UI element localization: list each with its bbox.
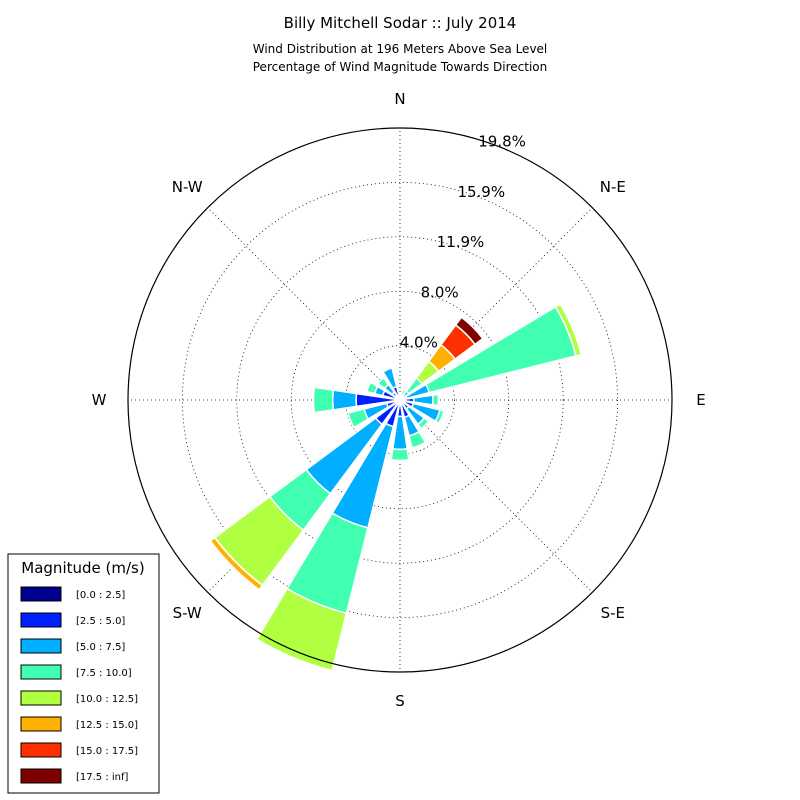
bar-segment [331,389,358,411]
bar-segment [416,416,430,430]
wind-bars [209,303,583,672]
compass-label: S-W [173,604,202,622]
grid-ring [345,345,455,455]
legend-swatch [20,612,62,628]
legend-label: [7.5 : 10.0] [76,668,132,679]
bar-segment [255,587,348,672]
bar-segment [434,409,445,425]
bar-segment [312,386,335,414]
radial-tick-labels: 4.0% 8.0% 11.9% 15.9% 19.8% [400,133,526,352]
grid-ring [236,236,564,564]
legend-label: [2.5 : 5.0] [76,616,125,627]
bar-segment [382,367,398,390]
bar-segment [408,430,427,449]
compass-label: E [696,391,705,409]
grid-spoke [399,399,593,593]
legend-swatch [20,690,62,706]
radial-tick-label: 8.0% [421,283,459,301]
bar-segment [347,408,370,429]
compass-labels: N N-E E S-E S S-W W N-W [92,90,706,710]
compass-label: N-E [600,178,626,196]
radial-tick-label: 15.9% [457,183,505,201]
legend-swatch [20,586,62,602]
legend-swatch [20,716,62,732]
grid-spoke [207,207,401,401]
radial-tick-label: 19.8% [478,133,526,151]
bar-segment [454,316,484,346]
grid-spoke [399,207,593,401]
chart-subtitle-line-1: Wind Distribution at 196 Meters Above Se… [253,42,548,56]
chart-subtitle-line-2: Percentage of Wind Magnitude Towards Dir… [253,60,547,74]
chart-title: Billy Mitchell Sodar :: July 2014 [284,14,517,32]
legend-label: [0.0 : 2.5] [76,590,125,601]
polar-outer-ring [127,127,673,673]
legend-swatch [20,768,62,784]
compass-label: W [92,391,107,409]
compass-label: S-E [601,604,625,622]
compass-label: S [395,692,405,710]
legend-title: Magnitude (m/s) [21,559,144,577]
compass-label: N [394,90,405,108]
legend-swatch [20,742,62,758]
legend: Magnitude (m/s) [0.0 : 2.5] [2.5 : 5.0] [5… [7,553,160,794]
bar-segment [431,393,440,407]
bar-segment [376,376,390,390]
compass-label: N-W [172,178,203,196]
grid-ring [181,181,619,619]
legend-label: [5.0 : 7.5] [76,642,125,653]
legend-swatch [20,664,62,680]
bar-segment [365,381,379,395]
legend-label: [12.5 : 15.0] [76,720,138,731]
radial-tick-label: 11.9% [437,233,485,251]
legend-swatch [20,638,62,654]
bar-segment [209,536,264,591]
bar-segment [554,303,583,357]
bar-segment [390,448,410,462]
legend-label: [17.5 : inf] [76,772,129,783]
legend-items: [0.0 : 2.5] [2.5 : 5.0] [5.0 : 7.5] [7.5 : … [20,586,138,784]
legend-label: [15.0 : 17.5] [76,746,138,757]
radial-tick-label: 4.0% [400,334,438,352]
legend-label: [10.0 : 12.5] [76,694,138,705]
bar-segment [401,387,408,392]
